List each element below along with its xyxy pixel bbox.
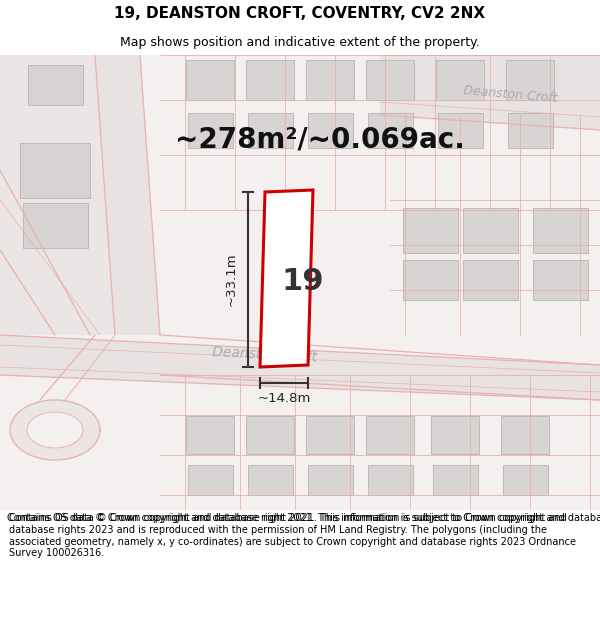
- Polygon shape: [380, 55, 600, 130]
- Bar: [187, 112, 233, 148]
- Text: 19: 19: [281, 268, 325, 296]
- Bar: [248, 465, 293, 495]
- Bar: [463, 208, 517, 252]
- Bar: [508, 112, 553, 148]
- Bar: [306, 416, 354, 454]
- Polygon shape: [260, 190, 313, 367]
- Bar: [403, 208, 458, 252]
- Bar: [367, 465, 413, 495]
- Text: Map shows position and indicative extent of the property.: Map shows position and indicative extent…: [120, 36, 480, 49]
- Bar: [308, 465, 353, 495]
- Text: Deanston Croft: Deanston Croft: [212, 345, 318, 365]
- Bar: [437, 112, 482, 148]
- Bar: [186, 60, 234, 100]
- Text: ~278m²/~0.069ac.: ~278m²/~0.069ac.: [175, 126, 465, 154]
- Bar: [248, 112, 293, 148]
- Bar: [23, 202, 88, 248]
- Bar: [186, 416, 234, 454]
- Polygon shape: [10, 400, 100, 460]
- Bar: [433, 465, 478, 495]
- Bar: [367, 112, 413, 148]
- Bar: [431, 416, 479, 454]
- Bar: [308, 112, 353, 148]
- Bar: [187, 465, 233, 495]
- Bar: [503, 465, 548, 495]
- Polygon shape: [0, 55, 115, 335]
- Polygon shape: [95, 55, 160, 335]
- Bar: [246, 60, 294, 100]
- Bar: [533, 208, 587, 252]
- Text: ~33.1m: ~33.1m: [225, 253, 238, 306]
- Text: Contains OS data © Crown copyright and database right 2021. This information is : Contains OS data © Crown copyright and d…: [9, 514, 576, 558]
- Bar: [436, 60, 484, 100]
- Bar: [246, 416, 294, 454]
- Text: 19, DEANSTON CROFT, COVENTRY, CV2 2NX: 19, DEANSTON CROFT, COVENTRY, CV2 2NX: [115, 6, 485, 21]
- Text: ~14.8m: ~14.8m: [257, 392, 311, 405]
- Bar: [306, 60, 354, 100]
- Bar: [366, 60, 414, 100]
- Polygon shape: [27, 412, 83, 448]
- Bar: [463, 260, 517, 300]
- Bar: [28, 65, 83, 105]
- Bar: [20, 142, 90, 198]
- Polygon shape: [0, 335, 600, 400]
- Bar: [366, 416, 414, 454]
- Bar: [506, 60, 554, 100]
- Bar: [533, 260, 587, 300]
- Bar: [501, 416, 549, 454]
- Bar: [403, 260, 458, 300]
- Text: Contains OS data © Crown copyright and database right 2021. This information is : Contains OS data © Crown copyright and d…: [7, 514, 600, 524]
- Text: Deanston Croft: Deanston Croft: [463, 84, 557, 106]
